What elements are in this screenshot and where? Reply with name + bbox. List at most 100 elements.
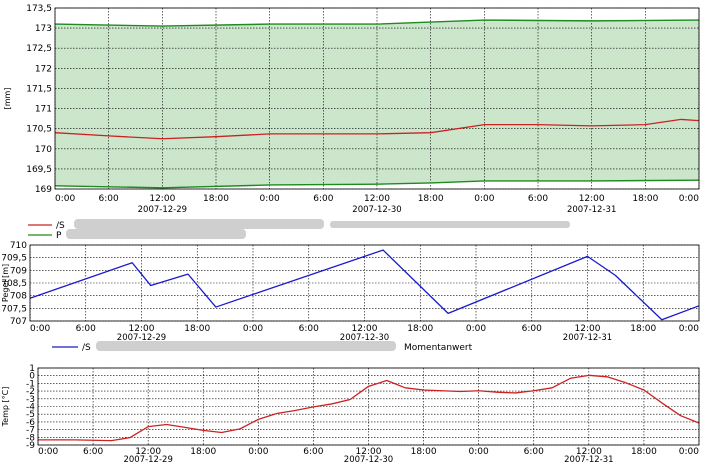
x-tick-label: 0:00 <box>469 447 489 457</box>
legend-label-blue: /S <box>82 343 91 353</box>
x-tick-label: 0:00 <box>679 194 699 204</box>
date-label: 2007-12-31 <box>567 205 616 215</box>
x-tick-label: 18:00 <box>203 194 229 204</box>
x-tick-label: 6:00 <box>299 324 319 334</box>
legend-label-red: /S <box>56 221 65 231</box>
y-tick-label: 169,5 <box>26 165 52 175</box>
x-tick-label: 6:00 <box>99 194 119 204</box>
plot-frame <box>37 367 700 446</box>
y-tick-label: 707,5 <box>1 304 27 314</box>
x-tick-label: 12:00 <box>576 447 602 457</box>
x-tick-label: 18:00 <box>418 194 444 204</box>
x-tick-label: 18:00 <box>407 324 433 334</box>
y-tick-label: 0 <box>29 372 35 382</box>
x-tick-label: 6:00 <box>528 194 548 204</box>
y-tick-label: -1 <box>26 379 35 389</box>
y-tick-label: 172 <box>35 64 52 74</box>
legend-blurred-text <box>330 221 570 228</box>
y-tick-label: -5 <box>26 410 35 420</box>
x-tick-label: 0:00 <box>679 447 699 457</box>
x-tick-label: 18:00 <box>632 194 658 204</box>
water-level-legend: /S P <box>28 219 570 241</box>
x-tick-label: 0:00 <box>243 324 263 334</box>
x-tick-label: 12:00 <box>129 324 155 334</box>
x-tick-label: 12:00 <box>364 194 390 204</box>
y-tick-label: -2 <box>26 387 35 397</box>
x-tick-label: 12:00 <box>575 324 601 334</box>
y-tick-label: 171 <box>35 105 52 115</box>
legend-label-green: P <box>56 231 62 241</box>
y-axis-label: [mm] <box>3 88 12 110</box>
x-tick-label: 0:00 <box>30 324 50 334</box>
y-tick-label: -7 <box>26 426 35 436</box>
x-tick-label: 6:00 <box>313 194 333 204</box>
temperature-chart: 10-1-2-3-4-5-6-7-8-9 0:00 6:00 12:00 18:00 0:… <box>1 364 700 465</box>
gauge-level-legend: /S Momentanwert <box>52 341 473 353</box>
x-tick-label: 18:00 <box>630 324 656 334</box>
y-axis-label: Pegel [m] <box>1 264 10 302</box>
x-tick-label: 0:00 <box>260 194 280 204</box>
y-tick-label: -4 <box>26 403 35 413</box>
y-tick-label: -3 <box>26 395 35 405</box>
y-tick-label: 173,5 <box>26 4 52 14</box>
y-tick-label: 171,5 <box>26 84 52 94</box>
plot-frame <box>54 7 700 190</box>
x-tick-label: 0:00 <box>679 324 699 334</box>
x-tick-label: 6:00 <box>76 324 96 334</box>
date-label: 2007-12-30 <box>352 205 401 215</box>
x-tick-label: 12:00 <box>356 447 382 457</box>
y-tick-label: -8 <box>26 433 35 443</box>
series-line <box>29 249 700 321</box>
plot-frame <box>29 244 700 322</box>
x-tick-label: 0:00 <box>474 194 494 204</box>
x-tick-label: 0:00 <box>466 324 486 334</box>
y-tick-label: 172,5 <box>26 44 52 54</box>
legend-suffix: Momentanwert <box>404 343 473 353</box>
y-tick-label: 709,5 <box>1 254 27 264</box>
series-line <box>54 118 700 140</box>
x-tick-label: 6:00 <box>522 324 542 334</box>
y-axis-label: Temp [°C] <box>1 387 10 428</box>
series-band-edge <box>54 179 700 189</box>
y-tick-label: 708,5 <box>1 279 27 289</box>
x-tick-label: 18:00 <box>184 324 210 334</box>
series-band-fill <box>55 20 699 188</box>
x-tick-label: 6:00 <box>524 447 544 457</box>
y-tick-label: 1 <box>29 364 35 374</box>
x-tick-label: 12:00 <box>352 324 378 334</box>
date-label: 2007-12-30 <box>344 455 393 465</box>
x-tick-label: 6:00 <box>303 447 323 457</box>
y-tick-label: -9 <box>26 441 35 451</box>
x-tick-label: 0:00 <box>55 194 75 204</box>
legend-blurred-text <box>96 341 396 351</box>
x-tick-label: 18:00 <box>190 447 216 457</box>
x-tick-label: 18:00 <box>631 447 657 457</box>
y-tick-label: 708 <box>10 292 27 302</box>
x-tick-label: 0:00 <box>248 447 268 457</box>
y-tick-label: 169 <box>35 185 52 195</box>
date-label: 2007-12-29 <box>123 455 172 465</box>
x-tick-label: 12:00 <box>149 194 175 204</box>
y-tick-label: 170,5 <box>26 125 52 135</box>
water-level-chart: 173,5 173 172,5 172 171,5 171 170,5 170 169,5 169… <box>3 4 700 215</box>
y-tick-label: 173 <box>35 24 52 34</box>
y-tick-label: 707 <box>10 317 27 327</box>
y-tick-label: 710 <box>10 241 27 251</box>
legend-blurred-text <box>66 229 246 239</box>
date-label: 2007-12-31 <box>564 455 613 465</box>
date-label: 2007-12-29 <box>117 333 166 343</box>
x-tick-label: 12:00 <box>579 194 605 204</box>
date-label: 2007-12-29 <box>138 205 187 215</box>
legend-blurred-text <box>74 219 324 229</box>
series-band-edge <box>54 19 700 27</box>
x-tick-label: 12:00 <box>135 447 161 457</box>
date-label: 2007-12-30 <box>340 333 389 343</box>
y-tick-label: -6 <box>26 418 35 428</box>
x-tick-label: 6:00 <box>83 447 103 457</box>
y-tick-label: 170 <box>35 145 52 155</box>
series-line <box>38 374 700 442</box>
x-tick-label: 18:00 <box>411 447 437 457</box>
y-tick-label: 709 <box>10 266 27 276</box>
